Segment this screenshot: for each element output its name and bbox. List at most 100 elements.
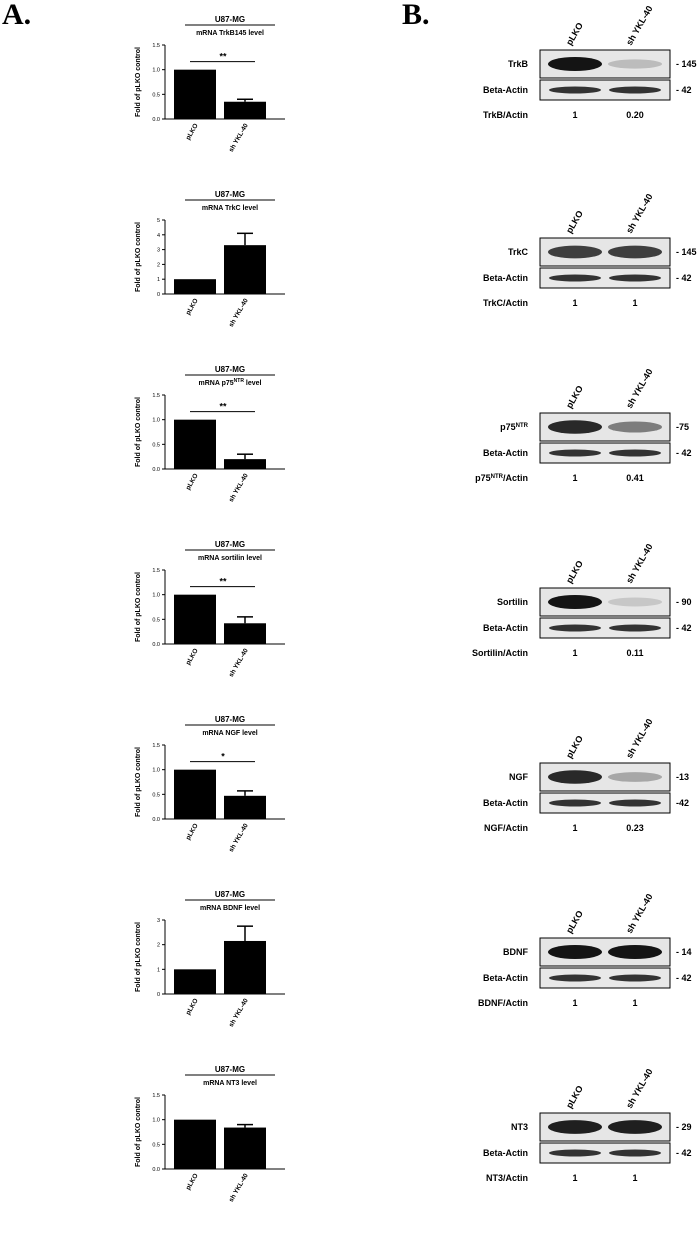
y-tick-label: 0 <box>157 292 160 298</box>
significance-marker: ** <box>219 577 227 587</box>
y-tick-label: 1 <box>157 277 160 283</box>
x-tick-label: pLKO <box>185 823 200 842</box>
bar-chart-5: U87-MG mRNA NGF level Fold of pLKO control… <box>135 715 285 853</box>
ratio-tail: /Actin <box>503 473 528 483</box>
actin-blot-box <box>539 792 671 814</box>
subtitle-text: mRNA BDNF level <box>200 905 260 912</box>
chart-subtitle: mRNA TrkB145 level <box>196 30 264 37</box>
lane-label: sh YKL-40 <box>624 717 655 760</box>
ratio-value: 1 <box>572 1173 577 1183</box>
western-blot-1: pLKO sh YKL-40 TrkB Beta-Actin - 145 - 42 TrkB… <box>483 4 697 120</box>
ratio-name: Sortilin/Actin <box>472 648 528 658</box>
target-label: Sortilin <box>497 597 528 607</box>
target-mw: -13 <box>676 772 689 782</box>
target-label: TrkC <box>508 247 529 257</box>
actin-label: Beta-Actin <box>483 448 528 458</box>
bar-chart-4: U87-MG mRNA sortilin level Fold of pLKO co… <box>135 540 285 678</box>
actin-label: Beta-Actin <box>483 623 528 633</box>
target-name: NGF <box>509 772 529 782</box>
x-tick-label: pLKO <box>185 998 200 1017</box>
bar-2 <box>224 1127 266 1169</box>
target-band <box>548 245 602 259</box>
y-axis-label: Fold of pLKO control <box>135 1097 142 1167</box>
ratio-value: 0.11 <box>626 648 643 658</box>
significance-marker: * <box>221 752 225 762</box>
y-tick-label: 1 <box>157 967 160 973</box>
actin-band <box>609 799 661 807</box>
actin-label: Beta-Actin <box>483 973 528 983</box>
actin-blot-box <box>539 1142 671 1164</box>
y-tick-label: 2 <box>157 262 160 268</box>
ratio-label: Sortilin/Actin <box>472 648 528 658</box>
target-band <box>608 772 662 782</box>
y-tick-label: 0.0 <box>152 1167 160 1173</box>
y-tick-label: 0.5 <box>152 442 160 448</box>
target-band <box>548 945 602 959</box>
target-mw: - 29 <box>676 1122 692 1132</box>
x-tick-label: sh YKL-40 <box>228 647 250 678</box>
ratio-label: BDNF/Actin <box>478 998 528 1008</box>
target-label: NT3 <box>511 1122 528 1132</box>
subtitle-text: mRNA sortilin level <box>198 555 262 562</box>
ratio-value: 1 <box>572 110 577 120</box>
lane-label: sh YKL-40 <box>624 192 655 235</box>
target-band <box>608 597 662 607</box>
y-tick-label: 3 <box>157 918 160 924</box>
target-band <box>608 1120 662 1134</box>
actin-band <box>609 274 661 282</box>
ratio-value: 1 <box>572 648 577 658</box>
actin-band <box>549 449 601 457</box>
actin-band <box>609 624 661 632</box>
y-tick-label: 1.0 <box>152 1118 160 1124</box>
subtitle-tail: level <box>244 380 262 387</box>
actin-blot-box <box>539 79 671 101</box>
chart-subtitle: mRNA NT3 level <box>203 1080 257 1087</box>
target-name: p75 <box>500 422 516 432</box>
target-band <box>548 420 602 434</box>
significance-marker: ** <box>219 52 227 62</box>
ratio-value: 0.20 <box>626 110 644 120</box>
x-tick-label: pLKO <box>185 1173 200 1192</box>
target-mw: -75 <box>676 422 689 432</box>
x-tick-label: sh YKL-40 <box>228 297 250 328</box>
actin-label: Beta-Actin <box>483 798 528 808</box>
target-band <box>608 945 662 959</box>
y-tick-label: 0.5 <box>152 617 160 623</box>
target-band <box>548 595 602 609</box>
y-tick-label: 1.5 <box>152 743 160 749</box>
target-band <box>608 421 662 433</box>
western-blot-6: pLKO sh YKL-40 BDNF Beta-Actin - 14 - 42 BDNF/… <box>478 892 692 1008</box>
y-tick-label: 3 <box>157 248 160 254</box>
target-mw: - 14 <box>676 947 692 957</box>
y-axis-label: Fold of pLKO control <box>135 47 142 117</box>
bar-1 <box>174 1119 216 1169</box>
y-tick-label: 0.0 <box>152 117 160 123</box>
target-band <box>548 770 602 784</box>
lane-label: pLKO <box>564 209 585 235</box>
subtitle-superscript: NTR <box>234 378 245 384</box>
western-blot-2: pLKO sh YKL-40 TrkC Beta-Actin - 145 - 42 TrkC… <box>483 192 697 308</box>
lane-label: pLKO <box>564 1084 585 1110</box>
target-name: TrkB <box>508 59 529 69</box>
panel-label-a: A. <box>2 0 32 31</box>
y-tick-label: 1.0 <box>152 768 160 774</box>
y-tick-label: 1.5 <box>152 393 160 399</box>
bar-chart-2: U87-MG mRNA TrkC level Fold of pLKO contro… <box>135 190 285 328</box>
actin-blot-box <box>539 442 671 464</box>
y-tick-label: 1.5 <box>152 1093 160 1099</box>
lane-label: pLKO <box>564 384 585 410</box>
y-axis-label: Fold of pLKO control <box>135 747 142 817</box>
lane-label: pLKO <box>564 734 585 760</box>
actin-mw: - 42 <box>676 448 692 458</box>
chart-subtitle: mRNA BDNF level <box>200 905 260 912</box>
x-tick-label: pLKO <box>185 123 200 142</box>
ratio-label: TrkB/Actin <box>483 110 528 120</box>
y-tick-label: 0.5 <box>152 1142 160 1148</box>
actin-band <box>609 86 661 94</box>
y-tick-label: 1.0 <box>152 593 160 599</box>
target-mw: - 90 <box>676 597 692 607</box>
panel-label-b: B. <box>402 0 430 31</box>
ratio-value: 1 <box>572 823 577 833</box>
y-tick-label: 0.0 <box>152 817 160 823</box>
